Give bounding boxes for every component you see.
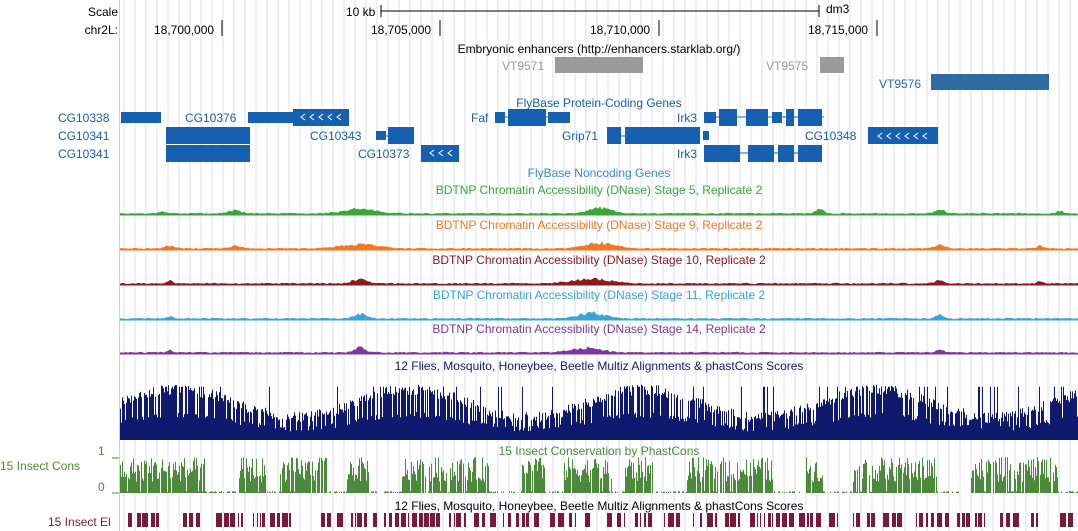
gene-exon[interactable]	[798, 145, 822, 162]
tick-marks	[221, 20, 878, 36]
scale-bar	[380, 5, 820, 17]
gene-label-grip71[interactable]: Grip71	[562, 129, 599, 143]
gene-left-label-cg10341-a[interactable]: CG10341	[58, 129, 110, 143]
enhancer-vt9576[interactable]	[931, 74, 1049, 90]
gene-exon[interactable]	[548, 112, 570, 123]
strand-arrow	[318, 113, 324, 121]
multiz-title[interactable]: 12 Flies, Mosquito, Honeybee, Beetle Mul…	[394, 359, 804, 373]
dnase-stage9-title[interactable]: BDTNP Chromatin Accessibility (DNase) St…	[435, 218, 763, 232]
gene-exon[interactable]	[719, 109, 737, 126]
gene-label-irk3-b[interactable]: Irk3	[677, 147, 698, 161]
gene-exon[interactable]	[703, 131, 709, 140]
dnase-stage10-title[interactable]: BDTNP Chromatin Accessibility (DNase) St…	[432, 253, 766, 267]
assembly-label: dm3	[826, 2, 850, 16]
cons15-signal[interactable]	[120, 456, 1078, 494]
strand-arrow	[886, 132, 892, 140]
dnase-stage10-signal[interactable]	[120, 266, 1078, 286]
cons15-ymin: 0	[98, 480, 105, 494]
coding-genes-title[interactable]: FlyBase Protein-Coding Genes	[516, 96, 682, 110]
strand-arrow	[913, 132, 919, 140]
gene-exon[interactable]	[778, 145, 794, 162]
cons15-ymax: 1	[98, 444, 105, 458]
gene-label-irk3-a[interactable]: Irk3	[677, 111, 698, 125]
gene-exon[interactable]	[798, 109, 822, 126]
dnase-stage9-signal[interactable]	[120, 231, 1078, 251]
chrom-label: chr2L:	[84, 23, 118, 37]
gene-exon[interactable]	[868, 127, 938, 144]
enhancer-label-vt9575[interactable]: VT9575	[766, 59, 809, 73]
enhancer-label-vt9571[interactable]: VT9571	[502, 59, 545, 73]
gene-exon[interactable]	[293, 109, 349, 126]
elements-label: 15 Insect El	[48, 515, 111, 529]
strand-arrow	[300, 113, 306, 121]
label-divider	[119, 0, 120, 531]
multiz-conservation-signal[interactable]	[120, 375, 1078, 441]
gene-left-label-cg10341-b[interactable]: CG10341	[58, 147, 110, 161]
scale-label: Scale	[87, 5, 118, 19]
conserved-elements[interactable]	[120, 513, 1078, 529]
gene-exon[interactable]	[786, 109, 794, 126]
dnase-stage14-title[interactable]: BDTNP Chromatin Accessibility (DNase) St…	[432, 322, 766, 336]
strand-arrow	[895, 132, 901, 140]
strand-arrow	[327, 113, 333, 121]
gene-left-label-cg10338[interactable]: CG10338	[58, 111, 110, 125]
strand-arrow	[447, 149, 453, 157]
gene-exon[interactable]	[746, 109, 768, 126]
cons15-axis-ticks	[112, 457, 120, 494]
tick-label-3: 18,715,000	[808, 23, 869, 37]
noncoding-genes-title[interactable]: FlyBase Noncoding Genes	[527, 166, 671, 180]
enhancer-label-vt9576[interactable]: VT9576	[879, 77, 922, 91]
gene-exon[interactable]	[772, 112, 782, 123]
gene-exon[interactable]	[376, 131, 386, 140]
gene-label-cg10348[interactable]: CG10348	[805, 129, 857, 143]
gene-exon[interactable]	[508, 109, 546, 126]
enhancer-vt9575[interactable]	[820, 57, 844, 73]
gene-exon[interactable]	[625, 127, 700, 144]
strand-arrow	[904, 132, 910, 140]
enhancer-vt9571[interactable]	[555, 57, 643, 73]
strand-arrow	[877, 132, 883, 140]
gene-exon[interactable]	[748, 145, 774, 162]
dnase-stage14-signal[interactable]	[120, 335, 1078, 355]
strand-arrow	[429, 149, 435, 157]
gene-exon[interactable]	[121, 112, 161, 123]
dnase-stage11-title[interactable]: BDTNP Chromatin Accessibility (DNase) St…	[432, 288, 766, 302]
enhancer-track-title[interactable]: Embryonic enhancers (http://enhancers.st…	[457, 42, 741, 56]
tick-label-2: 18,710,000	[590, 23, 651, 37]
scale-bar-label: 10 kb	[346, 5, 376, 19]
elements-title[interactable]: 12 Flies, Mosquito, Honeybee, Beetle Mul…	[394, 499, 804, 513]
dnase-stage5-signal[interactable]	[120, 196, 1078, 216]
gene-label-cg10373[interactable]: CG10373	[358, 147, 410, 161]
gene-label-cg10376[interactable]: CG10376	[185, 111, 237, 125]
gene-label-faf[interactable]: Faf	[471, 111, 489, 125]
cons15-title[interactable]: 15 Insect Conservation by PhastCons	[498, 444, 700, 458]
dnase-stage11-signal[interactable]	[120, 301, 1078, 321]
gene-label-cg10343[interactable]: CG10343	[310, 129, 362, 143]
cons15-label: 15 Insect Cons	[0, 459, 81, 473]
tick-label-1: 18,705,000	[371, 23, 432, 37]
gene-models[interactable]	[0, 105, 1078, 165]
strand-arrow	[309, 113, 315, 121]
strand-arrow	[438, 149, 444, 157]
tick-label-0: 18,700,000	[154, 23, 215, 37]
strand-arrow	[336, 113, 342, 121]
dnase-stage5-title[interactable]: BDTNP Chromatin Accessibility (DNase) St…	[435, 183, 763, 197]
strand-arrow	[922, 132, 928, 140]
